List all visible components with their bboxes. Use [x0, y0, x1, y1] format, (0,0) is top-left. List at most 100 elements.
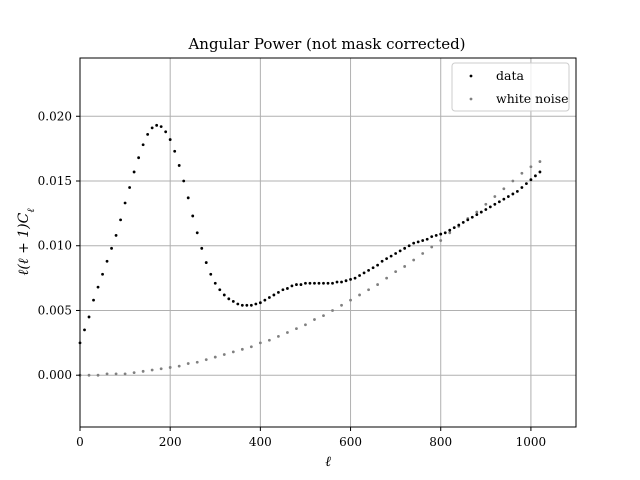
- legend-box: [451, 62, 570, 112]
- data-point: [231, 300, 235, 303]
- data-point: [204, 358, 208, 362]
- data-point: [362, 271, 366, 275]
- data-point: [538, 170, 542, 174]
- data-point: [425, 237, 429, 241]
- y-tick-label: 0.005: [38, 303, 72, 317]
- data-point: [101, 272, 104, 276]
- data-point: [461, 221, 465, 224]
- data-point: [277, 334, 280, 338]
- data-point: [353, 276, 357, 280]
- data-point: [141, 143, 145, 147]
- data-point: [340, 303, 343, 307]
- data-point: [326, 281, 330, 285]
- data-point: [177, 364, 181, 368]
- data-point: [159, 125, 163, 129]
- data-point: [344, 279, 348, 283]
- data-point: [313, 281, 316, 285]
- data-point: [430, 235, 434, 239]
- y-tick-label: 0.000: [38, 368, 72, 382]
- data-point: [87, 315, 91, 319]
- data-point: [349, 278, 352, 281]
- data-point: [421, 252, 425, 255]
- x-axis-ticks: 0 200 400 600 800 1000: [76, 427, 546, 449]
- data-point: [443, 231, 447, 235]
- data-point: [123, 372, 127, 376]
- data-point: [150, 368, 154, 372]
- legend: data white noise: [451, 62, 570, 112]
- data-point: [335, 280, 339, 284]
- data-point: [506, 195, 510, 198]
- plot-frame: [79, 57, 577, 428]
- data-point: [195, 231, 199, 235]
- data-point: [240, 347, 244, 351]
- data-point: [340, 280, 343, 284]
- data-point: [529, 165, 533, 169]
- data-point: [204, 261, 208, 264]
- data-point: [281, 288, 285, 292]
- data-point: [349, 298, 352, 302]
- data-point: [502, 197, 506, 201]
- data-point: [245, 303, 249, 307]
- data-point: [155, 123, 159, 127]
- data-point: [213, 281, 217, 285]
- data-point: [466, 218, 470, 222]
- legend-marker-white-noise: [469, 97, 473, 101]
- data-point: [430, 245, 434, 249]
- x-tick-label: 400: [249, 435, 272, 449]
- data-point: [385, 257, 389, 261]
- data-point: [195, 360, 199, 364]
- data-point: [376, 283, 379, 286]
- data-point: [227, 297, 231, 301]
- data-point: [389, 254, 393, 258]
- y-tick-label: 0.010: [38, 239, 72, 253]
- data-point: [119, 218, 122, 222]
- data-point: [376, 263, 379, 267]
- legend-label-white-noise: white noise: [496, 91, 569, 106]
- data-point: [105, 372, 109, 376]
- data-point: [493, 195, 497, 198]
- y-axis-label-sub: ℓ: [26, 208, 37, 212]
- x-tick-label: 1000: [516, 435, 547, 449]
- data-point: [484, 208, 488, 211]
- data-point: [385, 276, 389, 280]
- data-point: [403, 265, 407, 268]
- data-point: [313, 318, 316, 321]
- data-point: [367, 288, 370, 292]
- data-point: [128, 186, 132, 189]
- y-axis-label-main: ℓ(ℓ + 1)C: [16, 212, 32, 275]
- x-tick-label: 0: [76, 435, 84, 449]
- data-point: [290, 284, 294, 288]
- data-point: [520, 186, 524, 189]
- data-point: [412, 258, 416, 262]
- series-data: [78, 123, 542, 345]
- data-point: [286, 287, 289, 290]
- data-point: [236, 302, 240, 306]
- data-point: [272, 293, 276, 297]
- data-point: [186, 362, 190, 365]
- y-axis-label: ℓ(ℓ + 1)Cℓ: [16, 208, 37, 275]
- data-point: [295, 283, 298, 286]
- data-point: [159, 367, 163, 371]
- data-point: [200, 246, 204, 250]
- data-point: [222, 353, 226, 356]
- data-point: [322, 314, 325, 318]
- data-point: [394, 270, 398, 274]
- y-tick-label: 0.020: [38, 109, 72, 123]
- series-white-noise: [78, 160, 542, 377]
- data-point: [191, 214, 195, 218]
- data-point: [520, 171, 524, 175]
- data-point: [403, 246, 407, 250]
- data-point: [249, 345, 253, 349]
- data-point: [497, 200, 501, 204]
- y-axis-ticks: 0.000 0.005 0.010 0.015 0.020: [38, 109, 80, 382]
- data-point: [331, 309, 334, 312]
- data-point: [534, 174, 537, 178]
- legend-marker-data: [469, 74, 473, 78]
- legend-label-data: data: [496, 68, 524, 83]
- x-axis-label: ℓ: [325, 454, 331, 470]
- data-point: [150, 126, 154, 130]
- data-point: [331, 281, 334, 285]
- data-point: [394, 252, 398, 255]
- data-point: [398, 249, 402, 253]
